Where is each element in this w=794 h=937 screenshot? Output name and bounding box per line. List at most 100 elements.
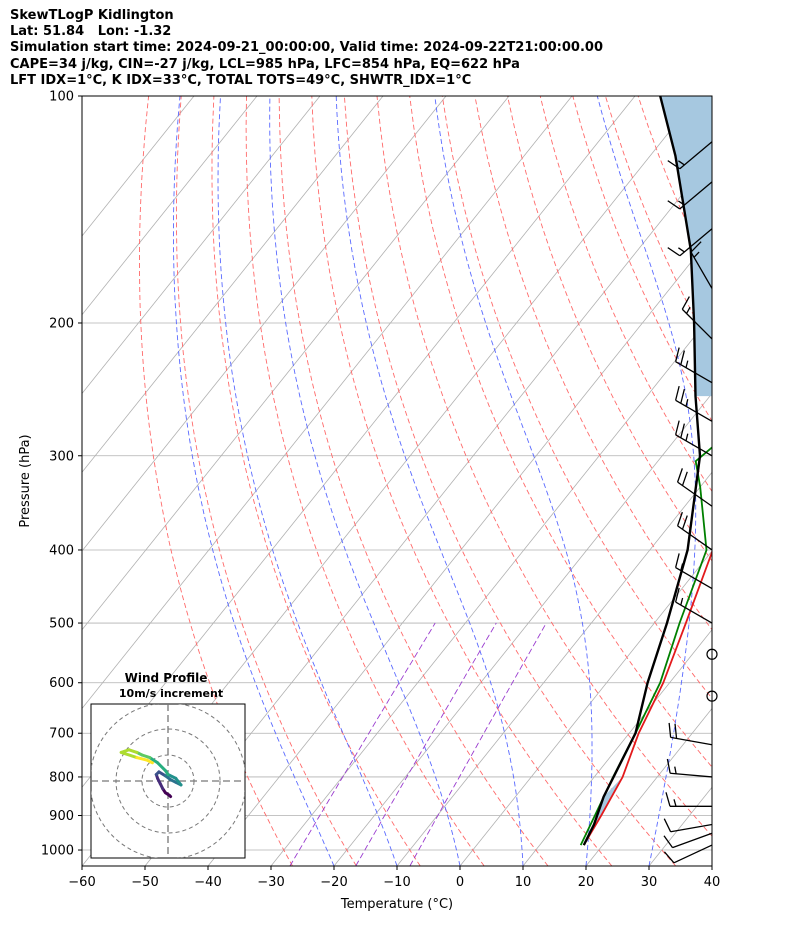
parcel-profile-line	[582, 96, 702, 846]
isotherm-line	[333, 392, 712, 866]
x-axis-label: Temperature (°C)	[340, 897, 453, 912]
x-tick-label: 20	[578, 875, 595, 890]
y-tick-label: 600	[49, 676, 74, 691]
isotherm-line	[585, 707, 712, 866]
isotherm-line	[82, 96, 510, 631]
isotherm-line	[396, 471, 712, 866]
wind-barb-half-flag	[685, 360, 689, 368]
wind-barb	[676, 468, 713, 507]
inset-title: Wind Profile	[125, 671, 208, 685]
wind-barb-staff	[675, 566, 713, 590]
wind-barb	[666, 758, 713, 778]
wind-barb	[667, 181, 713, 210]
wind-barb	[668, 722, 713, 746]
isotherm-line	[82, 96, 447, 552]
chart-title: SkewTLogP Kidlington	[10, 8, 174, 23]
dry-adiabat	[769, 96, 794, 866]
wind-barb-flag	[663, 851, 675, 864]
wind-barb-half-flag	[674, 766, 677, 774]
wind-barb-staff	[690, 251, 713, 289]
cape-area	[660, 96, 712, 397]
y-tick-label: 900	[49, 809, 74, 824]
wind-barb-flag	[676, 468, 683, 483]
wind-barb-flag	[667, 160, 681, 170]
wind-barb-staff	[675, 434, 713, 457]
indices-line-2: LFT IDX=1°C, K IDX=33°C, TOTAL TOTS=49°C…	[10, 73, 472, 88]
wind-barb-half-flag	[678, 160, 685, 166]
wind-barb-staff	[673, 844, 713, 864]
hodograph-segment	[145, 758, 154, 765]
dry-adiabat	[278, 96, 549, 866]
time-line: Simulation start time: 2024-09-21_00:00:…	[10, 40, 603, 55]
dry-adiabat	[376, 96, 712, 837]
wind-barb-half-flag	[678, 200, 685, 206]
wind-barb-staff	[672, 832, 713, 849]
isotherm-line	[82, 96, 195, 237]
wind-barb-calm	[706, 648, 718, 660]
hodograph-segment	[148, 756, 160, 765]
indices-line-1: CAPE=34 j/kg, CIN=-27 j/kg, LCL=985 hPa,…	[10, 57, 520, 72]
hodograph-segment	[156, 761, 167, 773]
moist-adiabat	[173, 96, 335, 866]
hodograph-segment	[119, 750, 139, 760]
isotherm-line	[459, 550, 712, 866]
isotherm-line	[144, 156, 712, 866]
wind-barb-flag	[663, 835, 674, 848]
dry-adiabat	[409, 96, 712, 768]
wind-barb-half-flag	[673, 799, 677, 807]
y-tick-label: 700	[49, 727, 74, 742]
wind-barb-half-flag	[680, 563, 684, 571]
wind-barb-staff	[681, 308, 713, 340]
x-tick-label: −50	[131, 875, 158, 890]
wind-barb-flag	[681, 471, 688, 486]
dry-adiabat	[441, 96, 712, 700]
wind-barb-half-flag	[685, 306, 691, 314]
wind-barb-flag	[690, 241, 702, 253]
y-tick-label: 800	[49, 770, 74, 785]
moist-adiabat	[217, 96, 398, 866]
x-tick-label: 0	[456, 875, 464, 890]
x-tick-label: −60	[68, 875, 95, 890]
wind-barb-staff	[677, 481, 713, 507]
hodograph-segment	[135, 756, 149, 762]
wind-barb-staff	[679, 141, 713, 170]
wind-barb	[674, 553, 713, 590]
wind-barb-half-flag	[685, 399, 689, 407]
x-tick-label: −30	[257, 875, 284, 890]
wind-barb	[674, 347, 713, 384]
dry-adiabat	[139, 96, 293, 866]
hodograph-plot	[91, 704, 245, 858]
moist-adiabat	[269, 96, 461, 866]
wind-barb-staff	[679, 181, 713, 210]
y-axis-label: Pressure (hPa)	[18, 434, 33, 527]
isotherm-line	[82, 96, 573, 710]
dry-adiabat	[175, 96, 357, 866]
isotherm-line	[711, 865, 712, 866]
y-tick-label: 400	[49, 543, 74, 558]
wind-barb	[676, 511, 713, 551]
wind-barb	[674, 420, 713, 457]
dry-adiabat	[343, 96, 677, 866]
wind-barb-flag	[674, 347, 680, 362]
isotherm-line	[82, 96, 321, 395]
y-tick-label: 1000	[41, 844, 74, 859]
wind-barb-flag	[666, 758, 671, 774]
wind-barb	[663, 818, 713, 833]
wind-barb-staff	[670, 772, 713, 778]
wind-barb-half-flag	[680, 597, 684, 606]
wind-barb	[681, 296, 713, 340]
wind-barb-flag	[674, 587, 680, 603]
dry-adiabat	[474, 96, 712, 631]
y-tick-label: 200	[49, 316, 74, 331]
isotherm-line	[207, 235, 712, 866]
x-tick-label: −40	[194, 875, 221, 890]
wind-barb-flag	[674, 723, 678, 739]
x-tick-label: −20	[320, 875, 347, 890]
wind-barb	[665, 792, 712, 807]
dry-adiabat	[539, 96, 712, 493]
wind-barb-flag	[681, 515, 688, 530]
wind-barb-flag	[680, 388, 685, 404]
isotherm-line	[522, 629, 712, 866]
wind-barb	[663, 844, 713, 864]
